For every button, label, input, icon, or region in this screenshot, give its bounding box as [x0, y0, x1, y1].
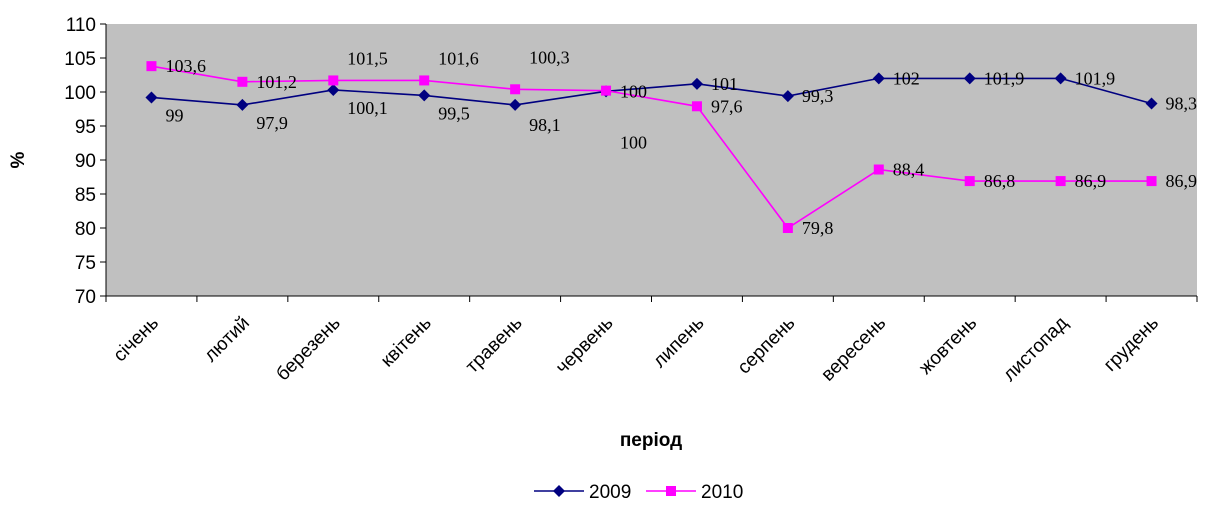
data-point-2010	[146, 61, 157, 72]
data-point-2010	[328, 75, 339, 86]
data-label-2009: 100	[620, 81, 647, 101]
data-label-2010: 86,9	[1166, 171, 1198, 191]
data-label-2010: 100	[620, 133, 647, 153]
x-tick-label: жовтень	[915, 313, 981, 379]
x-tick-label: липень	[649, 313, 708, 372]
x-axis: січень лютий березень квітень травень червень…	[105, 295, 1198, 386]
x-tick-label: вересень	[817, 313, 890, 386]
series-line-2010	[151, 65, 1152, 230]
series-line-2009	[151, 77, 1152, 106]
data-label-2010: 100,3	[529, 47, 570, 67]
data-point-2009	[145, 91, 158, 104]
x-tick-label: березень	[272, 313, 344, 385]
data-label-2010: 86,8	[984, 171, 1016, 191]
data-point-2010	[419, 75, 430, 86]
x-axis-title: період	[620, 430, 682, 451]
data-label-2010: 101,6	[438, 48, 479, 68]
data-point-2009	[781, 90, 794, 103]
y-axis: 70 75 80 85 90 95 100 105 110	[64, 15, 107, 308]
y-tick-label: 75	[75, 253, 96, 274]
data-point-2010	[873, 164, 884, 175]
x-tick-label: червень	[552, 313, 618, 379]
series-layer	[145, 61, 1158, 233]
x-tick-label: квітень	[377, 313, 436, 372]
y-tick-label: 90	[75, 151, 96, 172]
data-point-2010	[691, 101, 702, 112]
data-label-2009: 99,3	[802, 86, 834, 106]
data-label-2009: 101,9	[1075, 68, 1116, 88]
y-axis-title: %	[8, 151, 29, 168]
legend-marker-2009	[553, 485, 565, 497]
x-tick-label: лютий	[200, 313, 254, 367]
data-label-2010: 101,5	[347, 48, 388, 68]
plot-area	[106, 24, 1197, 296]
y-tick-label: 100	[64, 83, 96, 104]
data-point-2010	[1146, 176, 1157, 187]
legend-label-2009: 2009	[589, 482, 631, 503]
data-label-2009: 99,5	[438, 103, 470, 123]
data-label-2010: 97,6	[711, 96, 743, 116]
legend-marker-2010	[666, 486, 676, 496]
y-tick-label: 105	[64, 49, 96, 70]
data-point-2010	[237, 76, 248, 87]
data-label-2009: 102	[893, 68, 920, 88]
data-label-2009: 97,9	[256, 113, 288, 133]
data-point-2009	[872, 72, 885, 85]
x-tick-label: грудень	[1100, 313, 1163, 376]
data-label-2010: 88,4	[893, 160, 925, 180]
data-label-2010: 101,2	[256, 72, 297, 92]
data-label-2010: 79,8	[802, 218, 834, 238]
data-label-2009: 98,3	[1166, 94, 1198, 114]
data-label-2009: 98,1	[529, 115, 561, 135]
data-label-2009: 101,9	[984, 68, 1024, 88]
data-point-2009	[1054, 72, 1067, 85]
x-tick-label: серпень	[734, 313, 800, 379]
data-label-2009: 101	[711, 74, 738, 94]
data-point-2009	[690, 77, 703, 90]
y-tick-label: 80	[75, 219, 96, 240]
y-tick-label: 70	[75, 287, 96, 308]
data-point-2009	[963, 72, 976, 85]
data-point-2009	[1145, 97, 1158, 110]
data-point-2010	[601, 85, 612, 96]
data-point-2009	[418, 89, 431, 102]
x-tick-label: травень	[462, 313, 527, 378]
data-label-2009: 99	[165, 105, 183, 125]
y-tick-label: 95	[75, 117, 96, 138]
data-point-2010	[782, 223, 793, 233]
data-label-2010: 103,6	[165, 56, 206, 76]
data-point-2010	[510, 84, 521, 95]
data-label-2009: 100,1	[347, 98, 388, 118]
legend-label-2010: 2010	[701, 482, 743, 503]
data-point-2009	[509, 98, 522, 111]
data-label-2010: 86,9	[1075, 171, 1107, 191]
data-point-2009	[236, 98, 249, 111]
y-tick-label: 110	[66, 15, 96, 36]
y-tick-label: 85	[75, 185, 96, 206]
data-point-2010	[964, 176, 975, 187]
data-point-2010	[1055, 176, 1066, 187]
legend: 2009 2010	[534, 482, 743, 503]
x-tick-label: листопад	[999, 313, 1072, 386]
x-tick-label: січень	[110, 313, 164, 367]
data-point-2009	[327, 83, 340, 96]
data-labels: 103,6 99 101,2 97,9 101,5 100,1 101,6 99,5 100,3…	[165, 47, 1197, 238]
